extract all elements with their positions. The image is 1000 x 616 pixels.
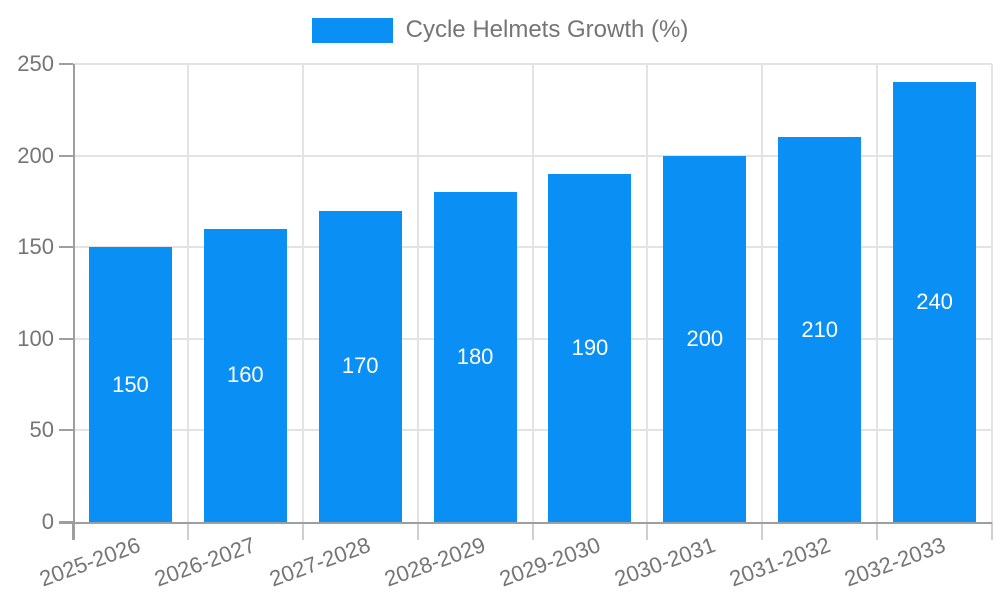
y-axis-label: 150 [17, 234, 54, 260]
y-axis-label: 0 [41, 509, 54, 534]
bar: 190 [548, 173, 632, 522]
x-axis-tick [991, 522, 993, 540]
x-axis-tick [186, 522, 189, 540]
x-axis-tick [416, 522, 419, 540]
gridline-vertical [301, 64, 304, 522]
y-axis-tick [59, 337, 73, 340]
bar: 200 [663, 155, 747, 522]
x-axis-tick [876, 522, 879, 540]
bar-value-label: 170 [341, 353, 379, 379]
x-axis-line [59, 522, 992, 524]
y-axis-tick [59, 63, 73, 65]
gridline-vertical [991, 64, 993, 522]
gridline-vertical [646, 64, 649, 522]
y-axis-label: 250 [17, 51, 54, 76]
plot-area: 0 50 100 150 200 250 150 160 170 180 190 200 210 240 2… [17, 51, 993, 591]
x-axis-tick [761, 522, 764, 540]
bar: 240 [893, 82, 977, 522]
x-axis-tick [531, 522, 534, 540]
legend-label: Cycle Helmets Growth (%) [405, 16, 689, 43]
bar-value-label: 190 [571, 334, 609, 360]
gridline-vertical [876, 64, 879, 522]
bar-value-label: 180 [456, 344, 494, 370]
legend[interactable]: Cycle Helmets Growth (%) [0, 16, 1000, 44]
gridline-vertical [416, 64, 419, 522]
bar-value-label: 210 [801, 316, 839, 342]
y-axis-tick [59, 154, 73, 157]
y-axis-line [73, 64, 75, 540]
bar-chart: Cycle Helmets Growth (%) 0 50 100 150 200 250… [0, 16, 1000, 592]
y-axis-tick [59, 429, 73, 432]
legend-swatch [311, 17, 393, 43]
gridline-vertical [531, 64, 534, 522]
gridline-vertical [761, 64, 764, 522]
bar: 210 [778, 137, 862, 522]
bar-value-label: 160 [226, 362, 264, 388]
gridline-vertical [186, 64, 189, 522]
bar: 170 [318, 210, 402, 522]
y-axis-label: 200 [17, 142, 54, 168]
y-axis-label: 50 [29, 417, 54, 443]
x-axis-tick [646, 522, 649, 540]
bar-value-label: 150 [112, 371, 149, 397]
bar: 180 [433, 192, 517, 522]
bar: 150 [88, 247, 172, 522]
bar: 160 [203, 228, 287, 522]
y-axis-tick [59, 246, 73, 249]
bar-value-label: 200 [686, 325, 724, 351]
y-axis-label: 100 [17, 325, 54, 351]
bar-value-label: 240 [916, 289, 953, 315]
x-axis-tick [301, 522, 304, 540]
